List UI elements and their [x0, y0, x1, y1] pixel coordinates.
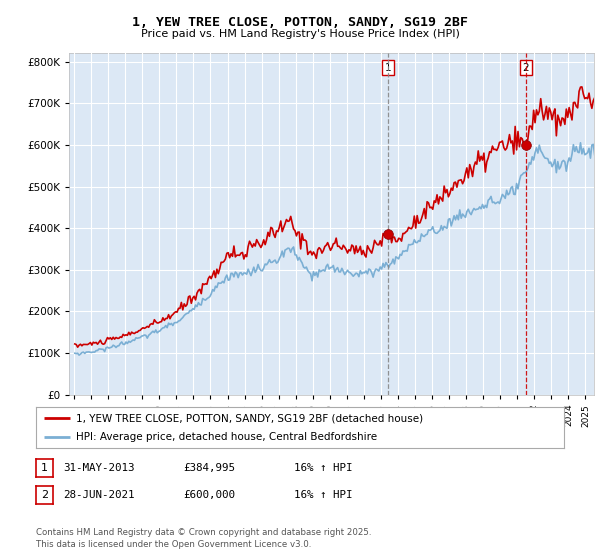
Text: 16% ↑ HPI: 16% ↑ HPI	[294, 490, 353, 500]
Text: 16% ↑ HPI: 16% ↑ HPI	[294, 463, 353, 473]
Text: Contains HM Land Registry data © Crown copyright and database right 2025.
This d: Contains HM Land Registry data © Crown c…	[36, 528, 371, 549]
Text: 2: 2	[41, 490, 48, 500]
Text: Price paid vs. HM Land Registry's House Price Index (HPI): Price paid vs. HM Land Registry's House …	[140, 29, 460, 39]
Text: 1: 1	[385, 63, 391, 73]
Text: £600,000: £600,000	[183, 490, 235, 500]
Text: HPI: Average price, detached house, Central Bedfordshire: HPI: Average price, detached house, Cent…	[76, 432, 377, 442]
Text: 1, YEW TREE CLOSE, POTTON, SANDY, SG19 2BF: 1, YEW TREE CLOSE, POTTON, SANDY, SG19 2…	[132, 16, 468, 29]
Text: £384,995: £384,995	[183, 463, 235, 473]
Text: 28-JUN-2021: 28-JUN-2021	[63, 490, 134, 500]
Text: 1, YEW TREE CLOSE, POTTON, SANDY, SG19 2BF (detached house): 1, YEW TREE CLOSE, POTTON, SANDY, SG19 2…	[76, 413, 423, 423]
Text: 1: 1	[41, 463, 48, 473]
Text: 2: 2	[523, 63, 529, 73]
Bar	[388, 53, 526, 395]
Text: 31-MAY-2013: 31-MAY-2013	[63, 463, 134, 473]
